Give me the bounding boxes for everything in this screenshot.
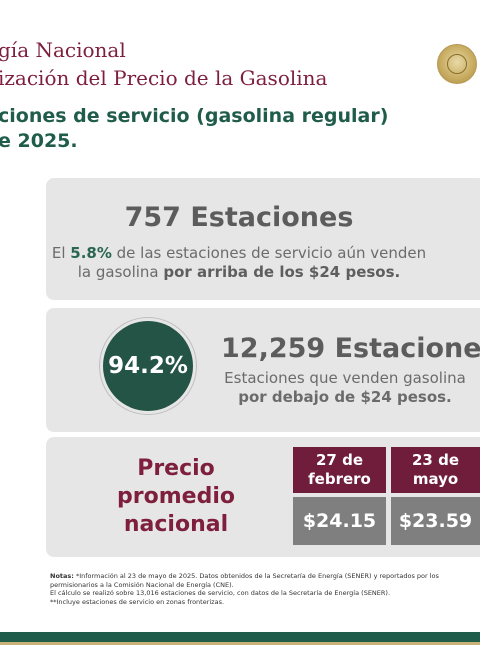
stations-below-desc-line2: por debajo de $24 pesos. [238, 388, 452, 406]
price-header-february: 27 de febrero [293, 447, 386, 493]
footnotes: Notas: *Información al 23 de mayo de 202… [50, 572, 439, 606]
stations-above-card [46, 178, 480, 300]
footer-accent-line [0, 642, 480, 645]
stations-below-title: 12,259 Estaciones [221, 333, 480, 364]
government-seal-icon [437, 44, 477, 84]
price-header-may: 23 de mayo [391, 447, 480, 493]
page-title-line2: ización del Precio de la Gasolina [0, 66, 328, 90]
footer-bar [0, 632, 480, 642]
stations-above-desc-line1: El 5.8% de las estaciones de servicio aú… [51, 244, 427, 262]
page-title-line1: gía Nacional [0, 38, 126, 62]
subtitle-line2: e 2025. [0, 130, 78, 152]
stations-above-title: 757 Estaciones [124, 202, 354, 233]
stations-below-percent-badge: 94.2% [103, 321, 193, 411]
stations-below-desc-line1: Estaciones que venden gasolina [224, 369, 466, 387]
price-value-february: $24.15 [293, 497, 386, 545]
stations-above-percent: 5.8% [70, 244, 112, 262]
subtitle-line1: ciones de servicio (gasolina regular) [0, 105, 389, 127]
stations-above-desc-line2: la gasolina por arriba de los $24 pesos. [77, 263, 401, 281]
average-price-label: Precio promedio nacional [117, 456, 235, 537]
price-value-may: $23.59 [391, 497, 480, 545]
